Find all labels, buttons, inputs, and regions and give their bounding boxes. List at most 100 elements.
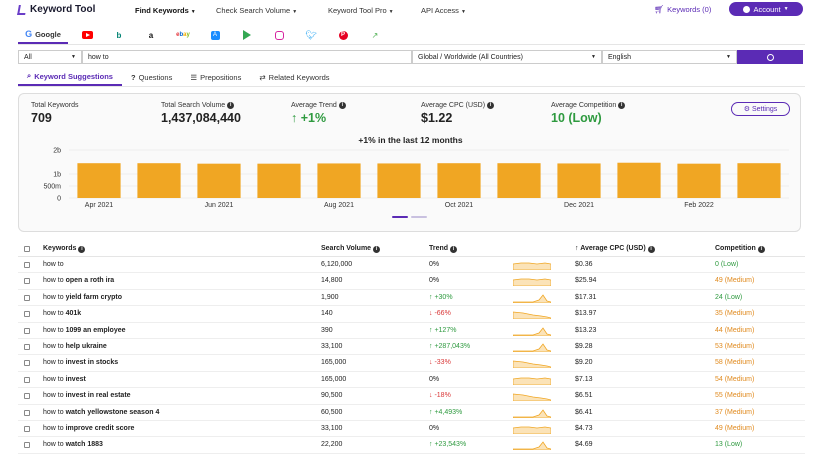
info-icon[interactable]: i [487,102,495,109]
keyword-cell[interactable]: how to open a roth ira [43,277,114,284]
keyword-cell[interactable]: how to invest in real estate [43,392,131,399]
header-search-volume[interactable]: Search Volume i [321,245,381,253]
info-icon[interactable]: i [227,102,235,109]
header-competition[interactable]: Competition i [715,245,765,253]
bar-jun-2021[interactable] [197,163,241,198]
tab-instagram[interactable] [266,28,292,42]
tab-related-keywords[interactable]: ⇄ Related Keywords [250,68,338,86]
bar-feb-2022[interactable] [677,163,721,198]
keyword-cell[interactable]: how to yield farm crypto [43,294,122,301]
tab-questions[interactable]: ? Questions [122,68,181,86]
search-type-select[interactable]: All ▼ [18,50,82,64]
bar-oct-2021[interactable] [437,163,481,198]
keyword-cell[interactable]: how to watch 1883 [43,441,103,448]
table-row[interactable]: how to invest in stocks 165,000 ↓ -33% $9.2… [18,355,805,372]
table-row[interactable]: how to invest 165,000 0% $7.13 54 (Medium) [18,372,805,389]
row-checkbox[interactable] [24,393,30,400]
select-all-checkbox[interactable] [24,246,30,252]
row-checkbox[interactable] [24,262,30,268]
keywords-cart-link[interactable]: 🛒︎ Keywords (0) [654,5,711,14]
tab-amazon[interactable]: a [138,28,164,42]
keyword-cell[interactable]: how to invest [43,376,86,383]
menu-check-search-volume[interactable]: Check Search Volume ▼ [216,6,297,15]
bar-dec-2021[interactable] [557,163,601,198]
tab-google[interactable]: G Google [18,26,68,44]
info-icon[interactable]: i [618,102,626,109]
bar-mar-2022[interactable] [737,163,781,198]
account-button[interactable]: Account ▼ [729,2,803,16]
row-checkbox[interactable] [24,311,30,318]
trend-sparkline [513,360,551,369]
keyword-cell[interactable]: how to 1099 an employee [43,327,126,334]
top-navigation: Keyword Tool Find Keywords ▼ Check Search… [0,0,825,20]
menu-api-access[interactable]: API Access ▼ [421,6,466,15]
search-input[interactable]: how to [82,50,412,64]
carousel-dot[interactable] [411,216,427,218]
info-icon[interactable]: i [757,246,765,253]
table-row[interactable]: how to help ukraine 33,100 ↑ +287,043% $9.2… [18,339,805,356]
table-row[interactable]: how to invest in real estate 90,500 ↓ -18%… [18,388,805,405]
keyword-cell[interactable]: how to watch yellowstone season 4 [43,409,159,416]
settings-button[interactable]: ⚙ Settings [731,102,790,116]
bar-nov-2021[interactable] [497,163,541,198]
info-icon[interactable]: i [373,246,381,253]
bar-sep-2021[interactable] [377,163,421,198]
table-row[interactable]: how to yield farm crypto 1,900 ↑ +30% $17.3… [18,290,805,307]
table-row[interactable]: how to 401k 140 ↓ -66% $13.97 35 (Medium) [18,306,805,323]
row-checkbox[interactable] [24,376,30,383]
keyword-cell[interactable]: how to invest in stocks [43,359,118,366]
tab-trends[interactable]: ↗ [362,28,388,42]
bar-aug-2021[interactable] [317,163,361,198]
search-button[interactable] [737,50,803,64]
table-row[interactable]: how to 1099 an employee 390 ↑ +127% $13.23 4… [18,323,805,339]
volume-cell: 6,120,000 [321,261,353,268]
row-checkbox[interactable] [24,278,30,285]
logo[interactable]: Keyword Tool [17,4,95,15]
tab-keyword-suggestions[interactable]: ⌕ Keyword Suggestions [18,68,122,86]
bar-may-2021[interactable] [137,163,181,198]
bar-jan-2022[interactable] [617,162,661,198]
keyword-cell[interactable]: how to [43,261,64,268]
keyword-cell[interactable]: how to 401k [43,310,81,317]
tab-prepositions[interactable]: ☰ Prepositions [181,68,250,86]
amazon-icon: a [148,30,154,40]
info-icon[interactable]: i [338,102,346,109]
info-icon[interactable]: i [647,246,655,253]
x-tick-label: Jun 2021 [205,202,234,209]
row-checkbox[interactable] [24,327,30,334]
tab-app-store[interactable]: A [202,28,228,42]
trend-cell: ↑ +287,043% [429,343,470,350]
menu-find-keywords[interactable]: Find Keywords ▼ [135,6,196,15]
bar-apr-2021[interactable] [77,163,121,198]
keyword-prefix: how to [43,310,66,318]
keyword-cell[interactable]: how to improve credit score [43,425,134,432]
tab-youtube[interactable] [74,28,100,42]
row-checkbox[interactable] [24,425,30,432]
tab-twitter[interactable]: 🐦︎ [298,28,324,42]
table-row[interactable]: how to watch yellowstone season 4 60,500 ↑… [18,405,805,421]
table-row[interactable]: how to improve credit score 33,100 0% $4.73… [18,421,805,438]
row-checkbox[interactable] [24,343,30,350]
header-keywords[interactable]: Keywords i [43,245,86,253]
table-row[interactable]: how to open a roth ira 14,800 0% $25.94 49 (… [18,273,805,290]
language-select[interactable]: English ▼ [602,50,737,64]
header-trend[interactable]: Trend i [429,245,458,253]
row-checkbox[interactable] [24,442,30,449]
row-checkbox[interactable] [24,409,30,416]
header-average-cpc[interactable]: ↑ Average CPC (USD) i [575,245,655,253]
keyword-cell[interactable]: how to help ukraine [43,343,107,350]
info-icon[interactable]: i [450,246,458,253]
carousel-dot[interactable] [392,216,408,218]
row-checkbox[interactable] [24,360,30,367]
tab-pinterest[interactable]: P [330,28,356,42]
info-icon[interactable]: i [78,246,86,253]
menu-keyword-tool-pro[interactable]: Keyword Tool Pro ▼ [328,6,394,15]
tab-ebay[interactable]: ebay [170,28,196,42]
table-row[interactable]: how to watch 1883 22,200 ↑ +23,543% $4.69 13… [18,437,805,454]
row-checkbox[interactable] [24,294,30,301]
tab-bing[interactable]: b [106,28,132,42]
table-row[interactable]: how to 6,120,000 0% $0.36 0 (Low) [18,257,805,274]
tab-play-store[interactable] [234,28,260,42]
bar-jul-2021[interactable] [257,163,301,198]
location-select[interactable]: Global / Worldwide (All Countries) ▼ [412,50,602,64]
